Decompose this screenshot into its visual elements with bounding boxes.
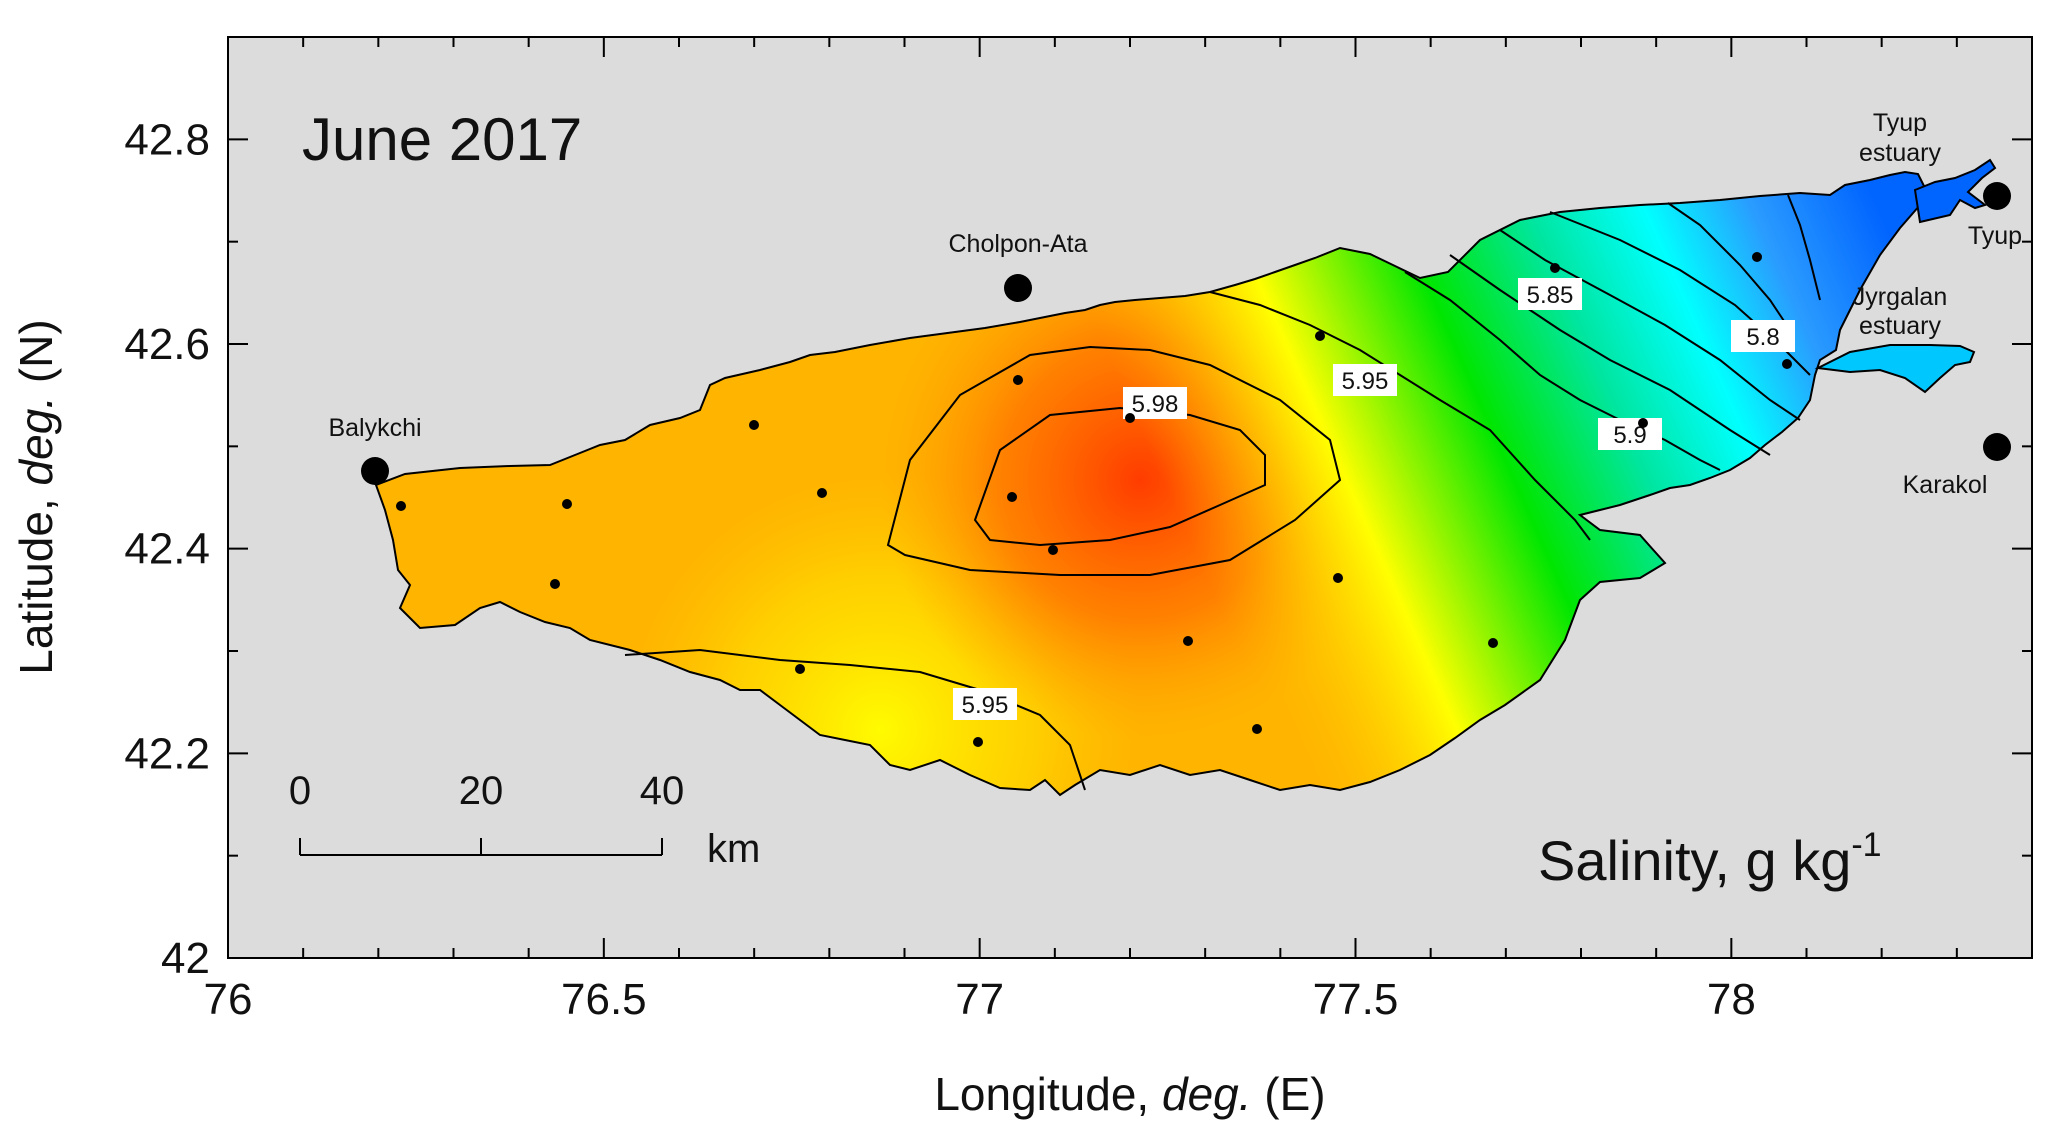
- y-tick-label: 42.4: [124, 525, 210, 574]
- station-dot: [1488, 638, 1498, 648]
- station-dot: [396, 501, 406, 511]
- scale-bar-label-40: 40: [640, 769, 685, 813]
- scale-bar-label-20: 20: [459, 769, 504, 813]
- x-tick-label: 76.5: [561, 975, 647, 1024]
- tyup-estuary-label-line2: estuary: [1859, 139, 1941, 167]
- contour-label-box: [953, 688, 1017, 720]
- karakol-label: Karakol: [1903, 471, 1988, 499]
- station-dot: [1048, 545, 1058, 555]
- jyrgalan-estuary-shape: [1814, 344, 1976, 394]
- cholpon-ata-marker: [1004, 274, 1032, 302]
- contour-label: 5.98: [1132, 391, 1179, 418]
- contour-label: 5.95: [962, 692, 1009, 719]
- map-title: June 2017: [302, 106, 582, 173]
- y-tick-label: 42.8: [124, 115, 210, 164]
- tyup-marker: [1983, 182, 2011, 210]
- contour-label: 5.85: [1527, 282, 1574, 309]
- station-dot: [795, 664, 805, 674]
- lake-shoreline: [374, 170, 1927, 797]
- y-tick-label: 42.2: [124, 729, 210, 778]
- contour-585: [1499, 229, 1801, 421]
- tyup-label: Tyup: [1968, 222, 2022, 250]
- tyup-estuary-label-line1: Tyup: [1873, 109, 1927, 137]
- station-dot: [550, 579, 560, 589]
- station-dot: [749, 420, 759, 430]
- cholpon-ata-label: Cholpon-Ata: [949, 230, 1088, 258]
- contour-label-box: [1333, 364, 1397, 396]
- karakol-marker: [1983, 433, 2011, 461]
- station-dot: [562, 499, 572, 509]
- station-dot: [1550, 263, 1560, 273]
- contour-59: [1404, 271, 1721, 471]
- x-tick-label: 77: [955, 975, 1004, 1024]
- y-tick-label: 42: [161, 934, 210, 983]
- station-dot: [817, 488, 827, 498]
- y-axis: 42 42.2 42.4 42.6 42.8: [124, 36, 2032, 983]
- jyrgalan-estuary-label-line2: estuary: [1859, 312, 1941, 340]
- x-tick-label: 78: [1707, 975, 1756, 1024]
- parameter-label: Salinity, g kg-1: [1538, 826, 1882, 892]
- station-dot: [1125, 413, 1135, 423]
- contour-label-box: [1123, 387, 1187, 419]
- scale-bar-label-0: 0: [289, 769, 311, 813]
- station-dot: [1183, 636, 1193, 646]
- balykchi-marker: [361, 457, 389, 485]
- settlements: Balykchi Cholpon-Ata Tyup Karakol: [328, 182, 2022, 499]
- jyrgalan-estuary-label-line1: Jyrgalan: [1853, 283, 1948, 311]
- sampling-stations: [396, 252, 1792, 747]
- station-dot: [1315, 331, 1325, 341]
- contour-labels: 5.985.955.955.95.855.8: [953, 278, 1795, 720]
- station-dot: [1007, 492, 1017, 502]
- contour-5775: [1787, 194, 1821, 301]
- contour-595-north: [1209, 291, 1591, 541]
- y-axis-title: Latitude, deg. (N): [10, 319, 62, 674]
- contour-label-box: [1518, 278, 1582, 310]
- tyup-estuary-shape: [1913, 158, 1997, 224]
- contour-5875: [1449, 254, 1771, 456]
- estuary-labels: Tyup estuary Jyrgalan estuary: [1853, 109, 1948, 340]
- station-dot: [1638, 418, 1648, 428]
- station-dot: [1013, 375, 1023, 385]
- station-dot: [1333, 573, 1343, 583]
- station-dot: [973, 737, 983, 747]
- scale-bar-unit: km: [707, 827, 760, 871]
- contour-label-box: [1598, 418, 1662, 450]
- x-tick-label: 76: [204, 975, 253, 1024]
- scale-bar: 0 20 40 km: [289, 769, 760, 871]
- salinity-contours: [624, 194, 1821, 791]
- x-axis: 76 76.5 77 77.5 78: [204, 37, 2033, 1024]
- contour-label: 5.95: [1342, 368, 1389, 395]
- station-dot: [1752, 252, 1762, 262]
- contour-595-south: [624, 648, 1086, 791]
- station-dot: [1782, 359, 1792, 369]
- contour-58: [1667, 202, 1791, 331]
- contour-598: [973, 406, 1266, 547]
- x-tick-label: 77.5: [1313, 975, 1399, 1024]
- contour-label-box: [1731, 320, 1795, 352]
- x-axis-title: Longitude, deg. (E): [934, 1068, 1325, 1120]
- station-dot: [1252, 724, 1262, 734]
- contour-5975: [886, 345, 1342, 576]
- balykchi-label: Balykchi: [328, 414, 421, 442]
- y-tick-label: 42.6: [124, 320, 210, 369]
- contour-label: 5.8: [1746, 324, 1779, 351]
